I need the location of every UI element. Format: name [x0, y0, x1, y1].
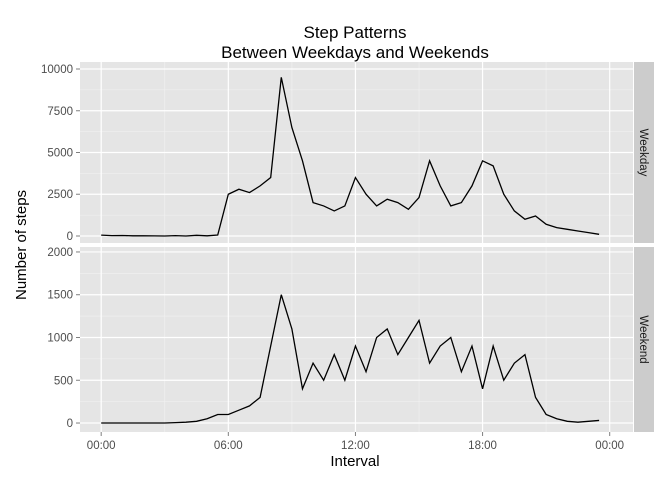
y-tick-label: 0: [67, 231, 73, 243]
y-tick-label: 1500: [47, 290, 73, 302]
strip-label: Weekday: [637, 129, 649, 177]
y-tick-label: 5000: [47, 148, 73, 160]
x-tick-label: 06:00: [214, 440, 243, 452]
y-tick-label: 10000: [41, 64, 73, 76]
y-tick-label: 2000: [47, 247, 73, 259]
data-line: [101, 77, 600, 237]
y-tick-label: 500: [54, 375, 73, 387]
strip-label: Weekend: [637, 315, 649, 363]
strip: [634, 62, 654, 243]
y-axis-label: Number of steps: [13, 190, 30, 300]
data-line: [101, 294, 600, 424]
x-tick-label: 12:00: [341, 440, 370, 452]
y-tick-label: 0: [67, 418, 73, 430]
panel-background: [80, 247, 633, 432]
x-axis-label: Interval: [330, 453, 379, 470]
title-line: Step Patterns: [303, 23, 406, 42]
x-tick-label: 00:00: [87, 440, 116, 452]
x-tick-label: 18:00: [468, 440, 497, 452]
chart-title: Step Patterns Between Weekdays and Weeken…: [221, 23, 489, 62]
y-tick-label: 1000: [47, 332, 73, 344]
y-tick-label: 7500: [47, 106, 73, 118]
title-line: Between Weekdays and Weekends: [221, 43, 489, 62]
strip: [634, 247, 654, 432]
x-tick-label: 00:00: [595, 440, 624, 452]
y-tick-label: 2500: [47, 189, 73, 201]
